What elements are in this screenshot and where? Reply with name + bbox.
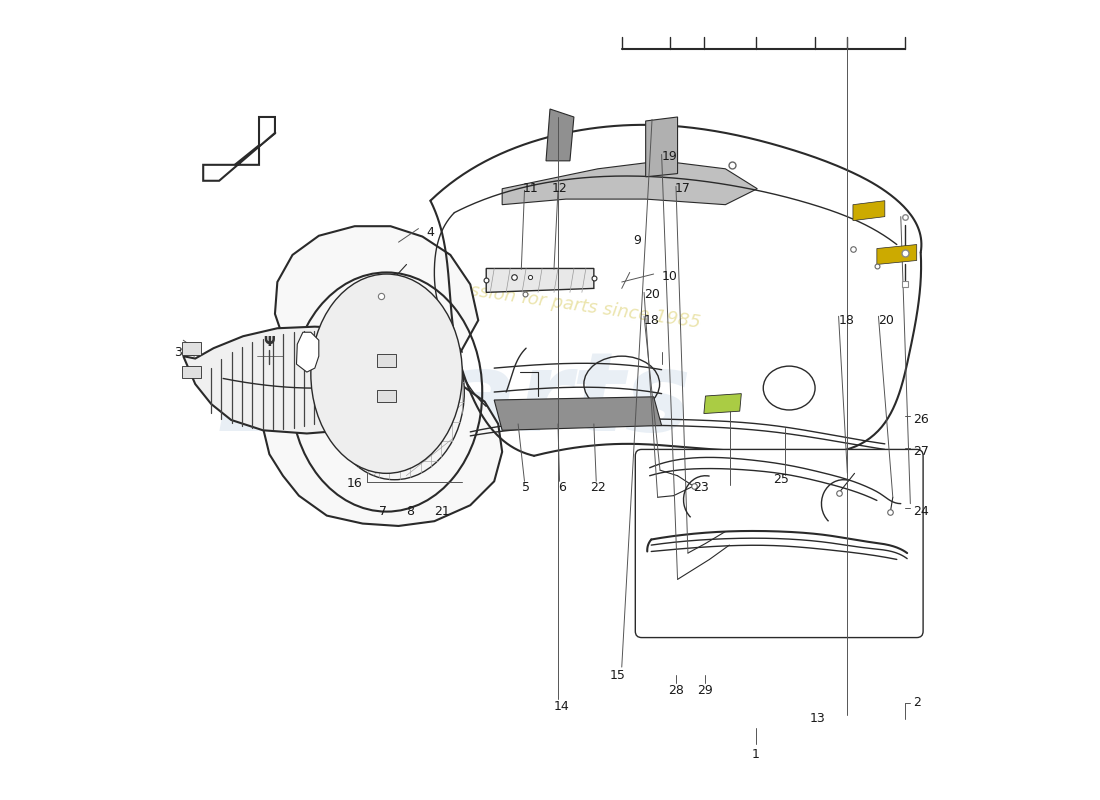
Polygon shape <box>297 332 319 372</box>
Text: 23: 23 <box>694 481 710 494</box>
Text: 21: 21 <box>434 505 450 518</box>
FancyBboxPatch shape <box>636 450 923 638</box>
Polygon shape <box>204 117 275 181</box>
Bar <box>182 342 201 354</box>
Text: 27: 27 <box>913 446 930 458</box>
Text: 4: 4 <box>427 226 434 239</box>
Polygon shape <box>646 117 678 177</box>
Polygon shape <box>503 161 757 205</box>
Text: 13: 13 <box>810 712 825 726</box>
Text: a passion for parts since 1985: a passion for parts since 1985 <box>430 277 702 332</box>
Bar <box>377 390 396 402</box>
Text: 26: 26 <box>913 414 930 426</box>
Text: 15: 15 <box>609 669 626 682</box>
Text: 11: 11 <box>522 182 538 195</box>
Text: 2: 2 <box>913 697 921 710</box>
Text: 28: 28 <box>668 685 684 698</box>
Text: 24: 24 <box>913 505 930 518</box>
Text: 29: 29 <box>697 685 713 698</box>
Text: ELparts: ELparts <box>217 346 692 454</box>
Text: 6: 6 <box>558 481 565 494</box>
Polygon shape <box>494 397 661 430</box>
Text: 5: 5 <box>522 481 530 494</box>
Text: 10: 10 <box>661 270 678 283</box>
Polygon shape <box>263 226 503 526</box>
Text: 20: 20 <box>879 314 894 326</box>
Text: 3: 3 <box>174 346 182 358</box>
Polygon shape <box>486 269 594 292</box>
Polygon shape <box>184 326 403 434</box>
Text: 1: 1 <box>751 748 760 762</box>
Text: Ψ: Ψ <box>264 335 275 349</box>
Text: 9: 9 <box>634 234 641 247</box>
Text: 20: 20 <box>645 288 660 302</box>
Text: 7: 7 <box>378 505 386 518</box>
Text: 18: 18 <box>838 314 855 326</box>
Polygon shape <box>704 394 741 414</box>
Bar <box>182 366 201 378</box>
Text: 18: 18 <box>645 314 660 326</box>
Bar <box>377 354 396 366</box>
Text: 14: 14 <box>554 701 570 714</box>
Text: 19: 19 <box>661 150 678 163</box>
Ellipse shape <box>324 304 464 480</box>
Polygon shape <box>877 245 916 265</box>
Text: 17: 17 <box>675 182 691 195</box>
Text: 22: 22 <box>590 481 606 494</box>
Text: 12: 12 <box>552 182 568 195</box>
Text: 8: 8 <box>407 505 415 518</box>
Polygon shape <box>852 201 884 221</box>
Text: 16: 16 <box>346 478 363 490</box>
Ellipse shape <box>311 274 462 474</box>
Polygon shape <box>546 109 574 161</box>
Text: 25: 25 <box>773 474 789 486</box>
